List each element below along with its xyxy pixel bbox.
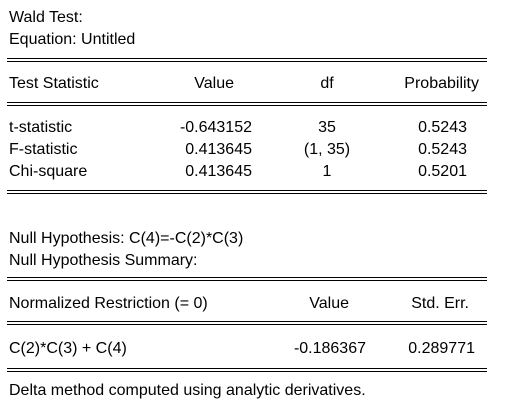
restriction-expression: C(2)*C(3) + C(4)	[9, 340, 127, 357]
null-hypothesis-text: Null Hypothesis: C(4)=-C(2)*C(3)	[9, 230, 244, 247]
row-value: -0.643152	[179, 119, 252, 136]
column-header-probability: Probability	[404, 75, 479, 92]
column-header-value: Value	[194, 75, 234, 92]
summary-bottom-rule	[7, 368, 487, 372]
equation-label: Equation: Untitled	[9, 31, 136, 48]
row-name: t-statistic	[9, 119, 73, 136]
row-df: (1, 35)	[303, 141, 351, 158]
output-title: Wald Test:	[9, 9, 83, 26]
row-df: 35	[318, 119, 336, 136]
table-bottom-rule	[7, 190, 487, 194]
column-header-summary-value: Value	[309, 295, 349, 312]
header-rule	[7, 102, 487, 106]
column-header-test-statistic: Test Statistic	[9, 75, 99, 92]
row-value: 0.413645	[185, 141, 252, 158]
row-name: F-statistic	[9, 141, 78, 158]
row-name: Chi-square	[9, 163, 88, 180]
row-probability: 0.5201	[418, 163, 467, 180]
table-top-rule	[7, 58, 487, 62]
null-hypothesis-summary-title: Null Hypothesis Summary:	[9, 252, 198, 269]
footer-note: Delta method computed using analytic der…	[9, 382, 366, 399]
restriction-std-err: 0.289771	[408, 340, 475, 357]
row-df: 1	[322, 163, 332, 180]
summary-top-rule	[7, 277, 487, 281]
row-probability: 0.5243	[418, 119, 467, 136]
column-header-std-err: Std. Err.	[411, 295, 469, 312]
summary-header-rule	[7, 321, 487, 325]
row-value: 0.413645	[185, 163, 252, 180]
row-probability: 0.5243	[418, 141, 467, 158]
restriction-value: -0.186367	[293, 340, 366, 357]
column-header-normalized-restriction: Normalized Restriction (= 0)	[9, 295, 208, 312]
column-header-df: df	[320, 75, 334, 92]
